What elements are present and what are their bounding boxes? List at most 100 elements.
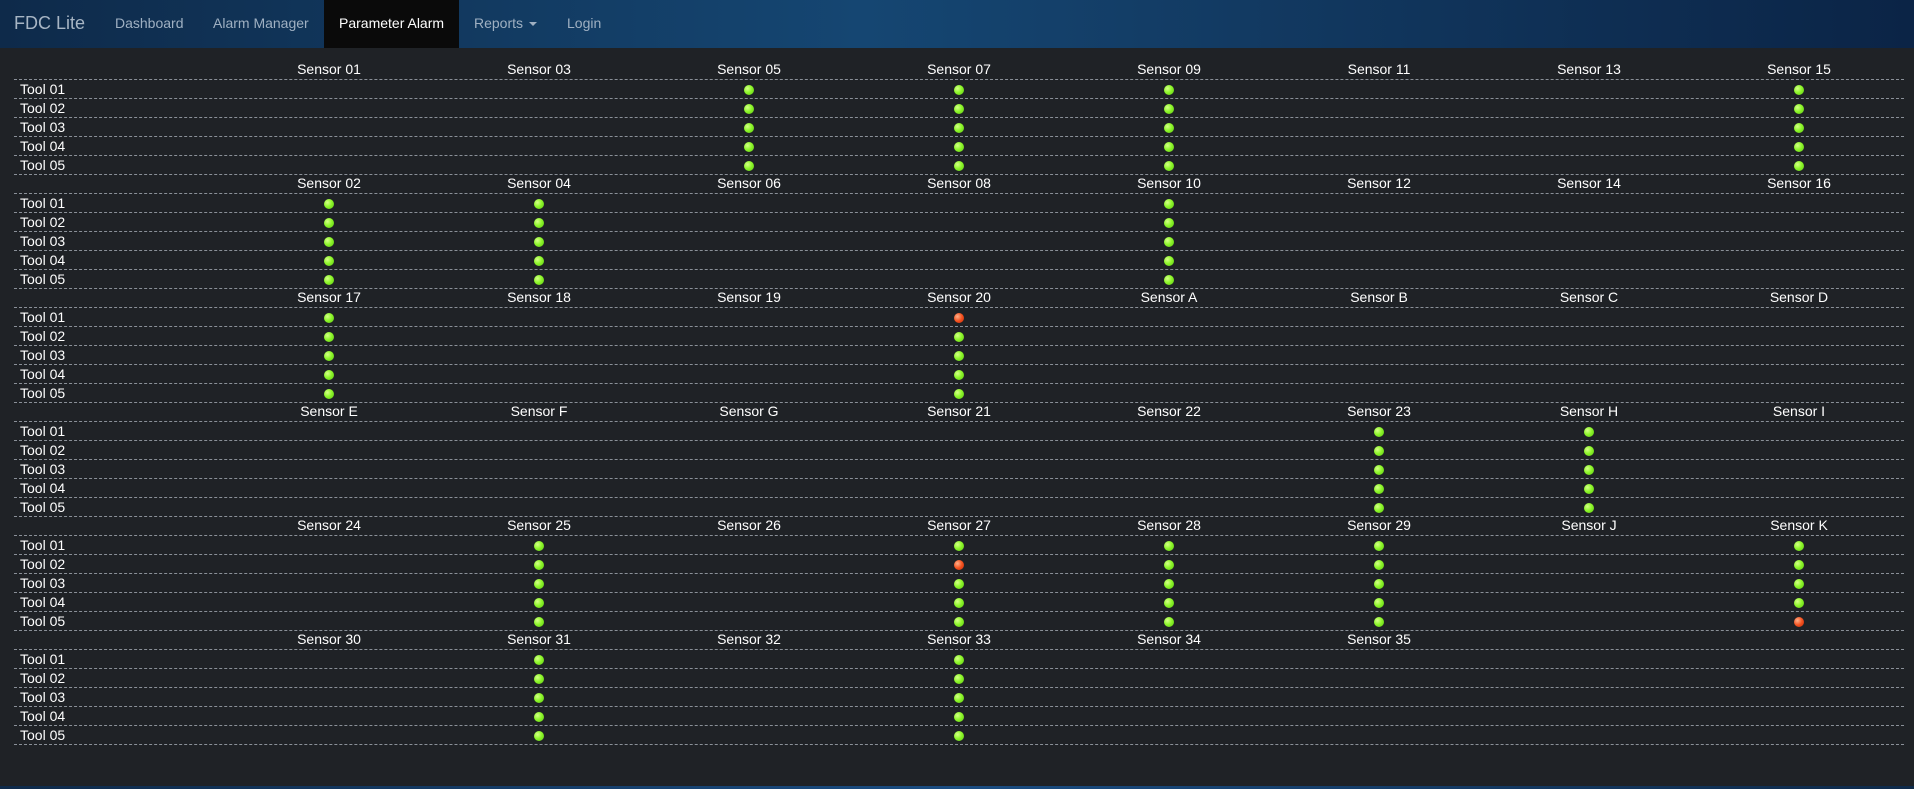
status-indicator-green[interactable]: [1164, 256, 1174, 266]
status-indicator-green[interactable]: [1164, 579, 1174, 589]
nav-parameter-alarm[interactable]: Parameter Alarm: [324, 0, 460, 48]
status-indicator-green[interactable]: [744, 161, 754, 171]
status-indicator-green[interactable]: [954, 617, 964, 627]
status-indicator-green[interactable]: [1794, 142, 1804, 152]
status-indicator-green[interactable]: [534, 237, 544, 247]
status-indicator-green[interactable]: [954, 693, 964, 703]
status-indicator-green[interactable]: [324, 256, 334, 266]
nav-dashboard[interactable]: Dashboard: [115, 15, 184, 31]
status-indicator-green[interactable]: [534, 560, 544, 570]
status-indicator-green[interactable]: [1164, 617, 1174, 627]
status-indicator-green[interactable]: [324, 199, 334, 209]
status-indicator-green[interactable]: [1164, 598, 1174, 608]
sensor-header: Sensor E: [300, 403, 358, 419]
status-indicator-green[interactable]: [954, 579, 964, 589]
status-indicator-green[interactable]: [324, 218, 334, 228]
status-indicator-green[interactable]: [1164, 104, 1174, 114]
status-indicator-green[interactable]: [324, 237, 334, 247]
alarm-indicator-red[interactable]: [954, 313, 964, 323]
status-indicator-green[interactable]: [954, 541, 964, 551]
status-indicator-green[interactable]: [324, 332, 334, 342]
status-indicator-green[interactable]: [1794, 541, 1804, 551]
status-indicator-green[interactable]: [534, 199, 544, 209]
status-indicator-green[interactable]: [1794, 123, 1804, 133]
status-indicator-green[interactable]: [534, 541, 544, 551]
status-indicator-green[interactable]: [954, 351, 964, 361]
sensor-header: Sensor 13: [1557, 61, 1621, 77]
sensor-header: Sensor 33: [927, 631, 991, 647]
alarm-indicator-red[interactable]: [1794, 617, 1804, 627]
status-indicator-green[interactable]: [1794, 104, 1804, 114]
nav-alarm-manager[interactable]: Alarm Manager: [213, 15, 309, 31]
status-indicator-green[interactable]: [954, 598, 964, 608]
status-indicator-green[interactable]: [1164, 85, 1174, 95]
status-indicator-green[interactable]: [954, 332, 964, 342]
status-indicator-green[interactable]: [1164, 142, 1174, 152]
status-indicator-green[interactable]: [534, 693, 544, 703]
status-indicator-green[interactable]: [954, 161, 964, 171]
status-indicator-green[interactable]: [1794, 161, 1804, 171]
status-indicator-green[interactable]: [954, 674, 964, 684]
status-indicator-green[interactable]: [744, 123, 754, 133]
status-indicator-green[interactable]: [534, 579, 544, 589]
status-indicator-green[interactable]: [1374, 598, 1384, 608]
status-indicator-green[interactable]: [744, 104, 754, 114]
status-indicator-green[interactable]: [1374, 579, 1384, 589]
status-indicator-green[interactable]: [954, 655, 964, 665]
status-indicator-green[interactable]: [1794, 85, 1804, 95]
status-indicator-green[interactable]: [324, 389, 334, 399]
status-indicator-green[interactable]: [1794, 579, 1804, 589]
status-indicator-green[interactable]: [534, 218, 544, 228]
status-indicator-green[interactable]: [744, 142, 754, 152]
status-indicator-green[interactable]: [1374, 465, 1384, 475]
status-indicator-green[interactable]: [1794, 560, 1804, 570]
status-indicator-green[interactable]: [1584, 446, 1594, 456]
status-indicator-green[interactable]: [1374, 427, 1384, 437]
status-indicator-green[interactable]: [534, 256, 544, 266]
status-indicator-green[interactable]: [1164, 161, 1174, 171]
status-indicator-green[interactable]: [1374, 560, 1384, 570]
status-indicator-green[interactable]: [1584, 484, 1594, 494]
status-indicator-green[interactable]: [1164, 541, 1174, 551]
status-indicator-green[interactable]: [954, 389, 964, 399]
nav-login[interactable]: Login: [567, 15, 602, 31]
status-indicator-green[interactable]: [1374, 446, 1384, 456]
status-indicator-green[interactable]: [954, 712, 964, 722]
status-indicator-green[interactable]: [534, 617, 544, 627]
status-indicator-green[interactable]: [1164, 275, 1174, 285]
status-indicator-green[interactable]: [954, 731, 964, 741]
status-indicator-green[interactable]: [1584, 427, 1594, 437]
status-indicator-green[interactable]: [954, 104, 964, 114]
status-indicator-green[interactable]: [954, 123, 964, 133]
status-indicator-green[interactable]: [1164, 237, 1174, 247]
status-indicator-green[interactable]: [324, 351, 334, 361]
status-indicator-green[interactable]: [324, 313, 334, 323]
status-indicator-green[interactable]: [1794, 598, 1804, 608]
brand-logo[interactable]: FDC Lite: [14, 13, 86, 33]
status-indicator-green[interactable]: [534, 712, 544, 722]
status-indicator-green[interactable]: [1374, 503, 1384, 513]
tool-row: Tool 05: [14, 612, 1904, 631]
status-indicator-green[interactable]: [534, 655, 544, 665]
status-indicator-green[interactable]: [534, 674, 544, 684]
status-indicator-green[interactable]: [1374, 617, 1384, 627]
status-indicator-green[interactable]: [324, 370, 334, 380]
status-indicator-green[interactable]: [534, 731, 544, 741]
status-indicator-green[interactable]: [1584, 465, 1594, 475]
status-indicator-green[interactable]: [954, 85, 964, 95]
alarm-indicator-red[interactable]: [954, 560, 964, 570]
status-indicator-green[interactable]: [954, 142, 964, 152]
status-indicator-green[interactable]: [954, 370, 964, 380]
status-indicator-green[interactable]: [1584, 503, 1594, 513]
status-indicator-green[interactable]: [1164, 199, 1174, 209]
status-indicator-green[interactable]: [744, 85, 754, 95]
status-indicator-green[interactable]: [1164, 560, 1174, 570]
nav-reports[interactable]: Reports: [474, 0, 538, 48]
status-indicator-green[interactable]: [1164, 218, 1174, 228]
status-indicator-green[interactable]: [1374, 484, 1384, 494]
status-indicator-green[interactable]: [534, 598, 544, 608]
status-indicator-green[interactable]: [1374, 541, 1384, 551]
status-indicator-green[interactable]: [324, 275, 334, 285]
status-indicator-green[interactable]: [534, 275, 544, 285]
status-indicator-green[interactable]: [1164, 123, 1174, 133]
